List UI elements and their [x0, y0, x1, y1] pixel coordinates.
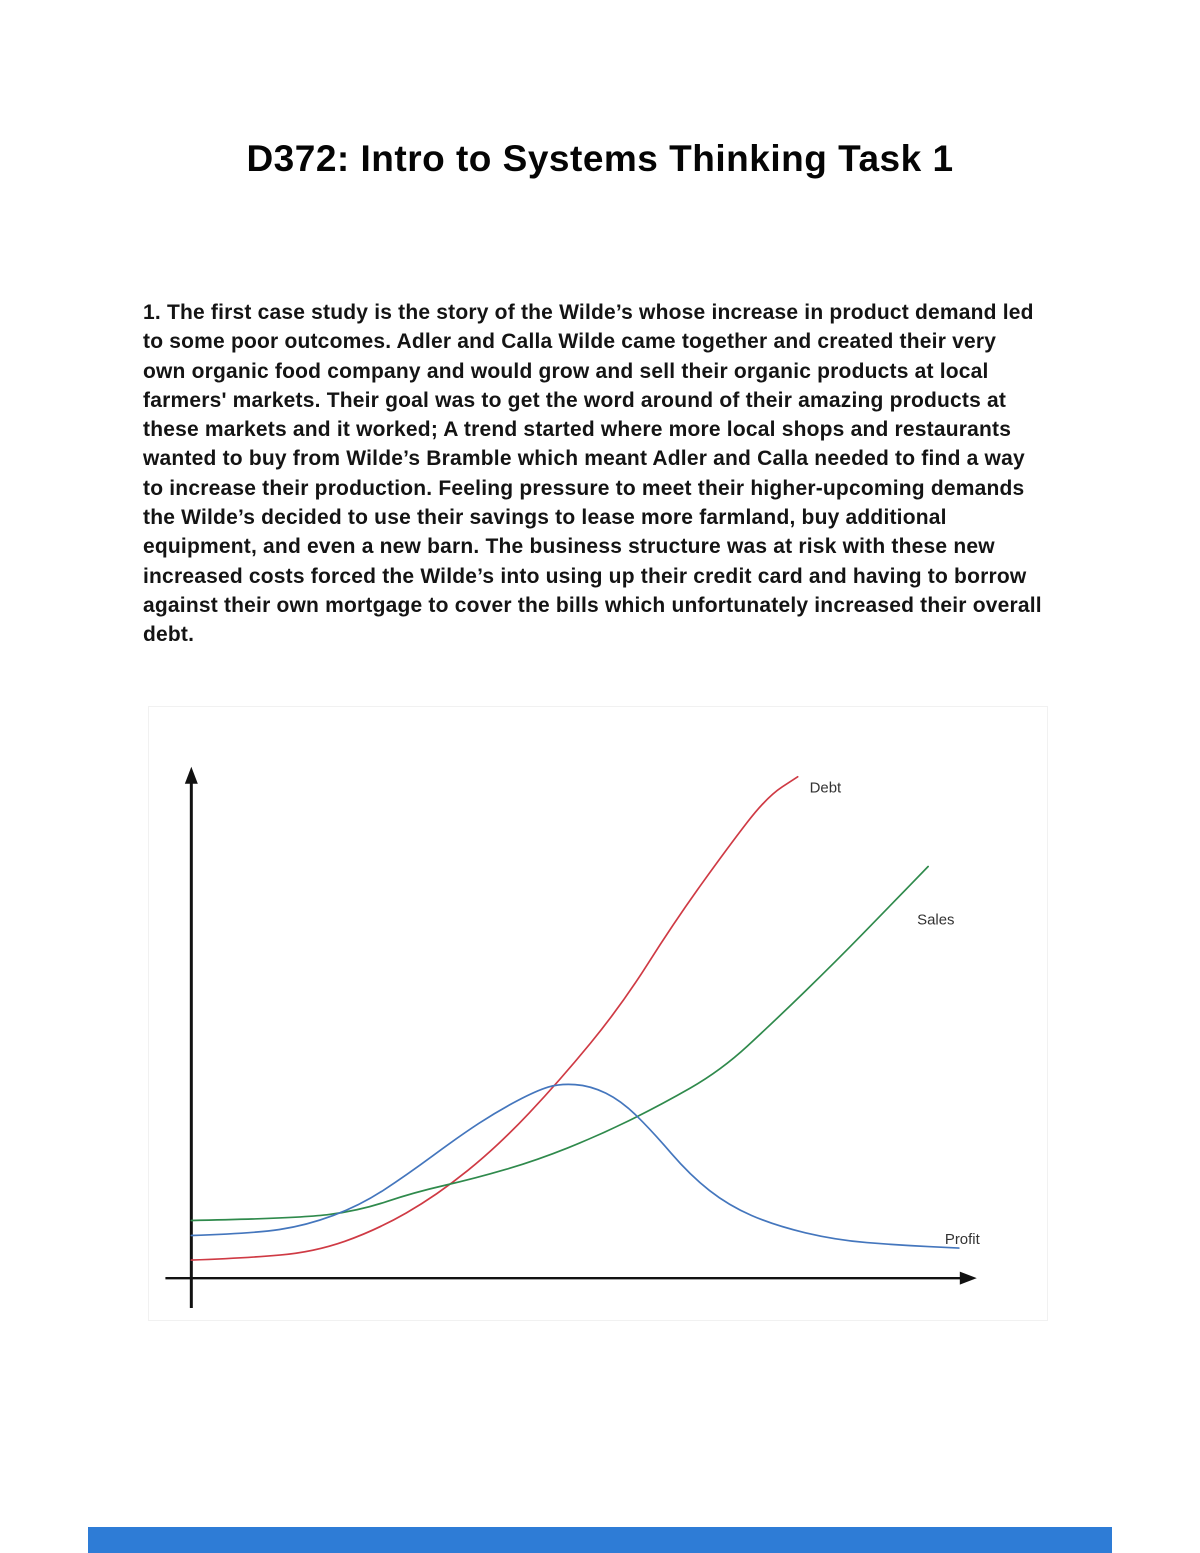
case-study-paragraph: 1. The first case study is the story of … — [143, 301, 1042, 647]
series-label-profit: Profit — [945, 1231, 981, 1248]
chart-axes — [165, 766, 977, 1308]
series-label-debt: Debt — [810, 779, 842, 796]
chart-svg: Debt Sales Profit — [165, 766, 981, 1308]
y-axis-arrow-icon — [184, 766, 198, 784]
series-label-sales: Sales — [917, 911, 954, 928]
x-axis-arrow-icon — [959, 1271, 977, 1285]
footer-bar — [88, 1527, 1112, 1553]
chart-figure: Debt Sales Profit — [148, 705, 1048, 1321]
series-line-sales — [190, 865, 929, 1221]
document-title: D372: Intro to Systems Thinking Task 1 — [246, 138, 954, 179]
chart-series-group: Debt Sales Profit — [190, 775, 981, 1261]
series-line-debt — [190, 775, 799, 1261]
series-line-profit — [190, 1083, 960, 1249]
